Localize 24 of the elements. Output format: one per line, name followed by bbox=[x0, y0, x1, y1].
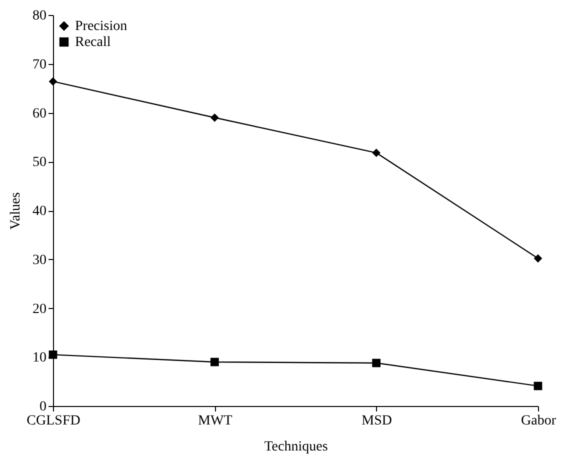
point bbox=[372, 358, 381, 368]
point bbox=[372, 148, 381, 158]
x-tick-label: Gabor bbox=[521, 414, 556, 428]
y-tick-label: 60 bbox=[32, 106, 46, 122]
legend-label: Precision bbox=[75, 19, 128, 34]
y-axis-title: Values bbox=[8, 192, 24, 230]
y-tick-label: 50 bbox=[32, 155, 46, 170]
point bbox=[48, 77, 58, 86]
y-tick-label: 20 bbox=[32, 302, 46, 317]
x-tick-label: MWT bbox=[198, 414, 233, 428]
point bbox=[210, 113, 219, 122]
y-tick-label: 80 bbox=[32, 8, 46, 24]
y-tick-label: 30 bbox=[32, 252, 46, 268]
point bbox=[534, 254, 542, 263]
legend-label: Recall bbox=[75, 35, 111, 50]
y-tick-label: 40 bbox=[32, 204, 46, 219]
y-tick-label: 70 bbox=[32, 57, 46, 72]
point bbox=[534, 382, 542, 390]
y-tick-label: 10 bbox=[32, 350, 46, 366]
point bbox=[210, 358, 219, 366]
y-tick-label: 0 bbox=[40, 400, 46, 414]
x-tick-label: CGLSFD bbox=[26, 414, 80, 428]
x-axis-title: Techniques bbox=[264, 440, 328, 454]
x-tick-label: MSD bbox=[362, 414, 392, 428]
